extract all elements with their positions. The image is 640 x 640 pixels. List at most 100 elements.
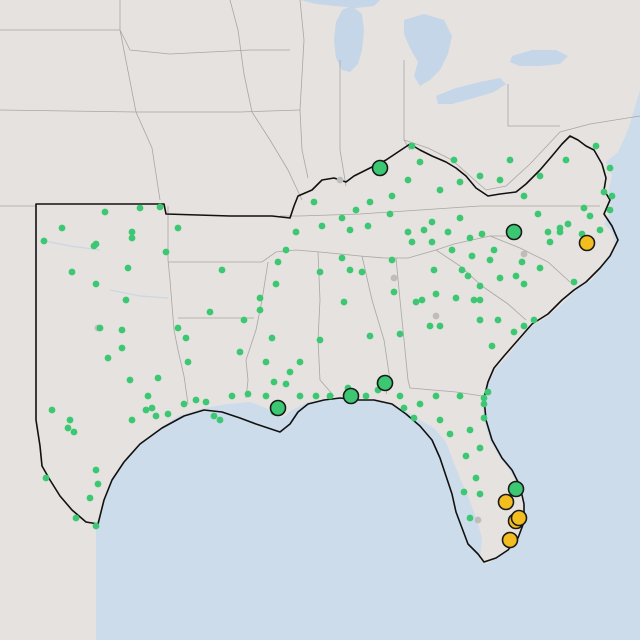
station-marker[interactable] <box>316 268 324 276</box>
station-marker[interactable] <box>466 426 474 434</box>
station-marker[interactable] <box>118 344 126 352</box>
station-marker[interactable] <box>544 228 552 236</box>
station-marker[interactable] <box>86 494 94 502</box>
station-marker[interactable] <box>92 466 100 474</box>
station-marker[interactable] <box>366 198 374 206</box>
station-marker[interactable] <box>476 490 484 498</box>
station-marker[interactable] <box>606 206 614 214</box>
inactive-station-marker[interactable] <box>474 516 482 524</box>
station-marker[interactable] <box>286 368 294 376</box>
alert-station-marker[interactable] <box>510 509 528 527</box>
station-marker[interactable] <box>184 358 192 366</box>
station-marker[interactable] <box>404 228 412 236</box>
station-marker[interactable] <box>386 210 394 218</box>
station-marker[interactable] <box>270 378 278 386</box>
station-marker[interactable] <box>142 406 150 414</box>
station-marker[interactable] <box>408 238 416 246</box>
station-marker[interactable] <box>428 218 436 226</box>
station-marker[interactable] <box>118 326 126 334</box>
station-marker[interactable] <box>432 392 440 400</box>
station-marker[interactable] <box>456 214 464 222</box>
station-marker[interactable] <box>458 266 466 274</box>
inactive-station-marker[interactable] <box>432 312 440 320</box>
station-marker[interactable] <box>580 204 588 212</box>
station-marker[interactable] <box>42 474 50 482</box>
station-marker[interactable] <box>262 358 270 366</box>
station-marker[interactable] <box>338 214 346 222</box>
station-marker[interactable] <box>400 404 408 412</box>
station-marker[interactable] <box>480 400 488 408</box>
station-marker[interactable] <box>70 428 78 436</box>
station-marker[interactable] <box>338 254 346 262</box>
station-marker[interactable] <box>506 156 514 164</box>
station-marker[interactable] <box>426 322 434 330</box>
station-marker[interactable] <box>228 392 236 400</box>
inactive-station-marker[interactable] <box>336 176 344 184</box>
station-marker[interactable] <box>476 282 484 290</box>
station-marker[interactable] <box>156 203 164 211</box>
station-marker[interactable] <box>346 226 354 234</box>
station-marker[interactable] <box>216 416 224 424</box>
station-marker[interactable] <box>412 298 420 306</box>
station-marker[interactable] <box>592 142 600 150</box>
station-marker[interactable] <box>428 238 436 246</box>
station-marker[interactable] <box>446 430 454 438</box>
station-marker[interactable] <box>40 237 48 245</box>
station-marker[interactable] <box>162 248 170 256</box>
station-marker[interactable] <box>456 392 464 400</box>
station-marker[interactable] <box>396 330 404 338</box>
station-marker[interactable] <box>244 390 252 398</box>
station-marker[interactable] <box>68 268 76 276</box>
station-marker[interactable] <box>490 246 498 254</box>
station-marker[interactable] <box>128 234 136 242</box>
station-marker[interactable] <box>358 268 366 276</box>
station-marker[interactable] <box>606 164 614 172</box>
station-marker[interactable] <box>556 224 564 232</box>
station-marker[interactable] <box>462 452 470 460</box>
station-marker[interactable] <box>494 316 502 324</box>
station-marker[interactable] <box>436 186 444 194</box>
station-marker[interactable] <box>101 208 109 216</box>
major-station-marker[interactable] <box>505 223 523 241</box>
station-marker[interactable] <box>154 374 162 382</box>
station-marker[interactable] <box>352 206 360 214</box>
station-marker[interactable] <box>608 192 616 200</box>
station-marker[interactable] <box>480 414 488 422</box>
station-marker[interactable] <box>466 234 474 242</box>
station-marker[interactable] <box>364 222 372 230</box>
station-marker[interactable] <box>340 298 348 306</box>
station-marker[interactable] <box>450 156 458 164</box>
station-marker[interactable] <box>310 198 318 206</box>
station-marker[interactable] <box>476 316 484 324</box>
station-marker[interactable] <box>272 280 280 288</box>
station-marker[interactable] <box>388 192 396 200</box>
station-marker[interactable] <box>546 238 554 246</box>
station-marker[interactable] <box>148 404 156 412</box>
station-marker[interactable] <box>564 220 572 228</box>
station-marker[interactable] <box>256 306 264 314</box>
station-marker[interactable] <box>274 258 282 266</box>
station-marker[interactable] <box>202 398 210 406</box>
station-marker[interactable] <box>144 392 152 400</box>
station-marker[interactable] <box>464 272 472 280</box>
station-marker[interactable] <box>520 280 528 288</box>
station-marker[interactable] <box>512 272 520 280</box>
station-marker[interactable] <box>92 280 100 288</box>
station-marker[interactable] <box>240 316 248 324</box>
station-marker[interactable] <box>64 424 72 432</box>
station-marker[interactable] <box>192 396 200 404</box>
station-marker[interactable] <box>124 264 132 272</box>
major-station-marker[interactable] <box>342 387 360 405</box>
station-marker[interactable] <box>518 258 526 266</box>
station-marker[interactable] <box>346 266 354 274</box>
station-marker[interactable] <box>236 348 244 356</box>
station-marker[interactable] <box>122 296 130 304</box>
station-marker[interactable] <box>174 324 182 332</box>
station-marker[interactable] <box>596 226 604 234</box>
station-marker[interactable] <box>416 400 424 408</box>
station-marker[interactable] <box>316 336 324 344</box>
station-marker[interactable] <box>536 264 544 272</box>
station-marker[interactable] <box>456 178 464 186</box>
station-marker[interactable] <box>476 296 484 304</box>
